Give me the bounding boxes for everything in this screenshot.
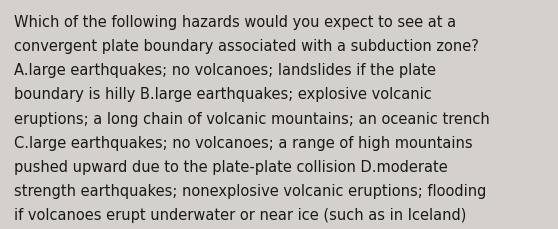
Text: pushed upward due to the plate-plate collision D.moderate: pushed upward due to the plate-plate col… [14, 159, 448, 174]
Text: Which of the following hazards would you expect to see at a: Which of the following hazards would you… [14, 15, 456, 30]
Text: strength earthquakes; nonexplosive volcanic eruptions; flooding: strength earthquakes; nonexplosive volca… [14, 183, 487, 198]
Text: if volcanoes erupt underwater or near ice (such as in Iceland): if volcanoes erupt underwater or near ic… [14, 207, 466, 222]
Text: convergent plate boundary associated with a subduction zone?: convergent plate boundary associated wit… [14, 39, 479, 54]
Text: C.large earthquakes; no volcanoes; a range of high mountains: C.large earthquakes; no volcanoes; a ran… [14, 135, 473, 150]
Text: eruptions; a long chain of volcanic mountains; an oceanic trench: eruptions; a long chain of volcanic moun… [14, 111, 490, 126]
Text: boundary is hilly B.large earthquakes; explosive volcanic: boundary is hilly B.large earthquakes; e… [14, 87, 432, 102]
Text: A.large earthquakes; no volcanoes; landslides if the plate: A.large earthquakes; no volcanoes; lands… [14, 63, 436, 78]
